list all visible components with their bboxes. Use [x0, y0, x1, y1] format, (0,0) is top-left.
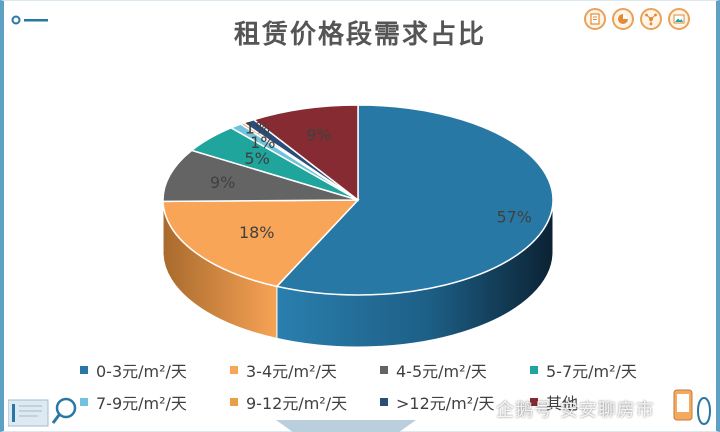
data-label-0: 57% [496, 208, 532, 227]
legend-swatch [230, 398, 238, 406]
page-icon[interactable] [584, 8, 606, 30]
chart-title: 租赁价格段需求占比 [233, 20, 486, 50]
legend-label: 4-5元/m²/天 [396, 362, 487, 381]
legend-label: 0-3元/m²/天 [96, 362, 187, 381]
slice-2[interactable] [162, 149, 359, 203]
legend-item[interactable]: 0-3元/m²/天 [80, 358, 230, 382]
legend-label: 其他 [546, 394, 579, 413]
legend-label: 9-12元/m²/天 [246, 394, 348, 413]
bottom-right-decoration [673, 389, 711, 426]
legend-swatch [530, 398, 538, 406]
legend-item[interactable]: 9-12元/m²/天 [230, 390, 380, 414]
legend-item[interactable]: 7-9元/m²/天 [80, 390, 230, 414]
watermark: 企鹅号 安安聊房市 [496, 400, 655, 421]
legend-label: 3-4元/m²/天 [246, 362, 337, 381]
legend-item[interactable]: 3-4元/m²/天 [230, 358, 380, 382]
network-icon[interactable] [640, 8, 662, 30]
legend-swatch [80, 398, 88, 406]
data-label-2: 9% [210, 173, 235, 192]
legend-swatch [380, 366, 388, 374]
legend-item[interactable]: >12元/m²/天 [380, 390, 530, 414]
legend-label: >12元/m²/天 [396, 394, 495, 413]
data-label-7: 9% [306, 125, 331, 144]
legend-label: 7-9元/m²/天 [96, 394, 187, 413]
legend-swatch [230, 366, 238, 374]
slice-0[interactable] [275, 104, 554, 296]
legend-swatch [80, 366, 88, 374]
legend-item[interactable]: 其他 [530, 390, 680, 414]
data-label-4: 1% [250, 133, 275, 152]
legend-label: 5-7元/m²/天 [546, 362, 637, 381]
data-label-6: 1% [245, 119, 270, 138]
data-label-3: 5% [244, 149, 269, 168]
toolbar [584, 8, 690, 30]
legend-item[interactable]: 5-7元/m²/天 [530, 358, 680, 382]
slice-1[interactable] [162, 199, 360, 288]
legend-swatch [380, 398, 388, 406]
pie-icon[interactable] [612, 8, 634, 30]
data-label-1: 18% [239, 223, 275, 242]
legend-item[interactable]: 4-5元/m²/天 [380, 358, 530, 382]
legend: 0-3元/m²/天 3-4元/m²/天 4-5元/m²/天 5-7元/m²/天 7-9元… [80, 358, 680, 414]
top-left-decoration [11, 15, 48, 25]
legend-swatch [530, 366, 538, 374]
bottom-left-decoration [8, 397, 77, 427]
bottom-tab [276, 420, 416, 432]
image-icon[interactable] [668, 8, 690, 30]
slice-7[interactable] [252, 104, 359, 202]
